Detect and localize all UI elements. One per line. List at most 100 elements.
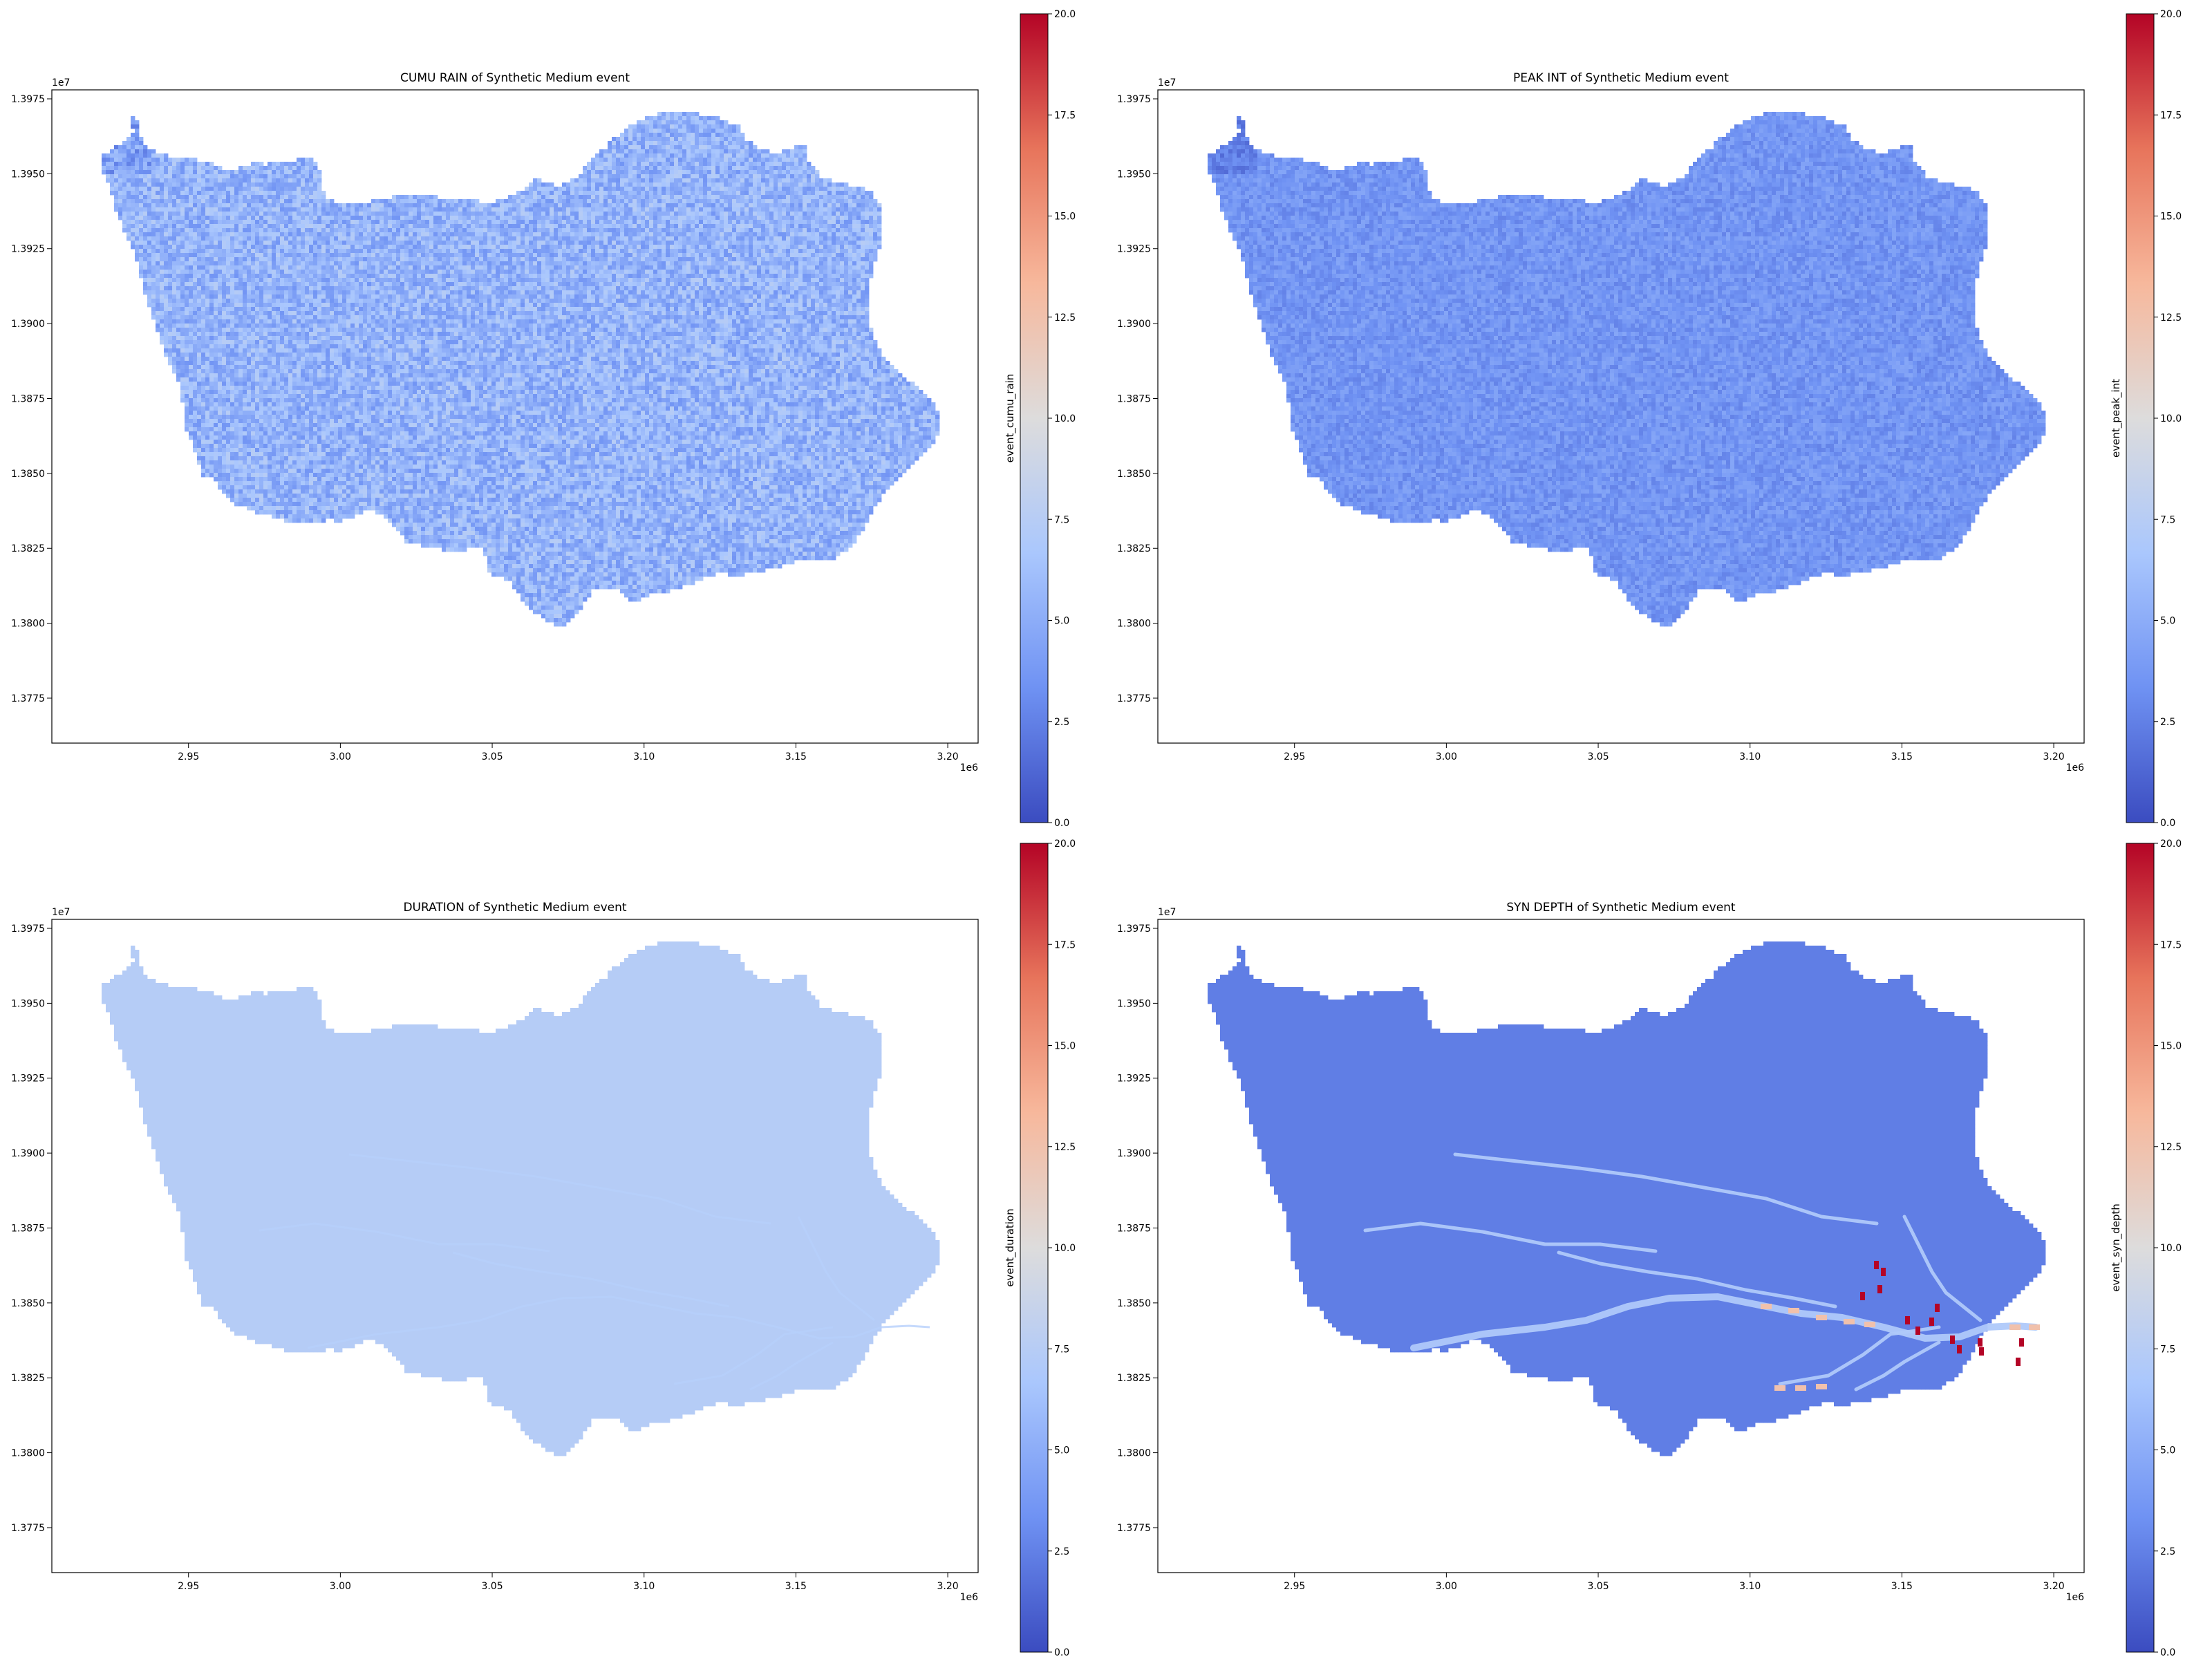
- raster-cell: [682, 261, 686, 265]
- raster-cell: [409, 257, 413, 261]
- raster-cell: [699, 124, 703, 129]
- raster-cell: [438, 249, 442, 253]
- raster-cell: [682, 212, 686, 216]
- raster-cell: [180, 220, 185, 224]
- raster-cell: [475, 203, 479, 207]
- raster-cell: [263, 182, 268, 187]
- raster-cell: [570, 232, 574, 236]
- raster-cell: [736, 236, 740, 241]
- raster-cell: [355, 249, 359, 253]
- raster-cell: [832, 228, 836, 232]
- raster-cell: [794, 162, 798, 166]
- raster-cell: [454, 249, 458, 253]
- raster-cell: [516, 216, 521, 220]
- raster-cell: [305, 265, 309, 270]
- raster-cell: [827, 187, 832, 191]
- raster-cell: [276, 265, 280, 270]
- raster-cell: [371, 236, 375, 241]
- raster-cell: [562, 228, 566, 232]
- raster-cell: [201, 253, 205, 257]
- raster-cell: [657, 236, 662, 241]
- raster-cell: [691, 166, 695, 170]
- raster-cell: [856, 220, 861, 224]
- raster-cell: [230, 261, 234, 265]
- raster-cell: [251, 191, 255, 195]
- raster-cell: [226, 199, 230, 203]
- raster-cell: [699, 241, 703, 245]
- raster-cell: [193, 245, 197, 249]
- raster-cell: [218, 187, 222, 191]
- raster-cell: [122, 170, 126, 174]
- raster-cell: [268, 195, 272, 199]
- raster-cell: [674, 249, 678, 253]
- raster-cell: [110, 187, 114, 191]
- raster-cell: [413, 207, 417, 212]
- raster-cell: [686, 199, 691, 203]
- raster-cell: [467, 270, 471, 274]
- raster-cell: [160, 241, 164, 245]
- raster-cell: [666, 112, 670, 116]
- raster-cell: [400, 224, 404, 228]
- raster-cell: [612, 228, 616, 232]
- raster-cell: [869, 199, 873, 203]
- raster-cell: [653, 245, 657, 249]
- raster-cell: [396, 265, 400, 270]
- raster-cell: [342, 257, 346, 261]
- raster-cell: [504, 245, 508, 249]
- raster-cell: [442, 257, 446, 261]
- raster-cell: [591, 187, 595, 191]
- raster-cell: [371, 199, 375, 203]
- raster-cell: [114, 158, 118, 162]
- raster-cell: [201, 191, 205, 195]
- raster-cell: [707, 224, 711, 228]
- raster-cell: [550, 187, 554, 191]
- raster-cell: [151, 274, 156, 278]
- raster-cell: [126, 141, 131, 145]
- raster-cell: [670, 220, 674, 224]
- raster-cell: [852, 232, 856, 236]
- raster-cell: [720, 137, 724, 141]
- raster-cell: [471, 274, 475, 278]
- raster-cell: [151, 199, 156, 203]
- raster-cell: [176, 274, 180, 278]
- raster-cell: [554, 257, 558, 261]
- raster-cell: [247, 174, 251, 178]
- raster-cell: [624, 253, 628, 257]
- raster-cell: [815, 199, 819, 203]
- raster-cell: [122, 141, 126, 145]
- raster-cell: [139, 174, 143, 178]
- raster-cell: [670, 129, 674, 133]
- raster-cell: [736, 178, 740, 182]
- raster-cell: [877, 224, 881, 228]
- raster-cell: [185, 207, 189, 212]
- raster-cell: [404, 220, 409, 224]
- raster-cell: [778, 220, 782, 224]
- raster-cell: [288, 274, 292, 278]
- raster-cell: [131, 224, 135, 228]
- raster-cell: [587, 270, 591, 274]
- raster-cell: [533, 195, 537, 199]
- raster-cell: [757, 245, 761, 249]
- raster-cell: [297, 228, 301, 232]
- raster-cell: [160, 191, 164, 195]
- raster-cell: [778, 203, 782, 207]
- raster-cell: [728, 241, 732, 245]
- raster-cell: [865, 257, 869, 261]
- raster-cell: [172, 265, 176, 270]
- raster-cell: [579, 253, 583, 257]
- raster-cell: [384, 241, 388, 245]
- raster-cell: [732, 145, 736, 149]
- raster-cell: [811, 270, 815, 274]
- raster-cell: [268, 166, 272, 170]
- raster-cell: [786, 245, 790, 249]
- raster-cell: [139, 216, 143, 220]
- raster-cell: [815, 265, 819, 270]
- raster-cell: [313, 203, 317, 207]
- raster-cell: [226, 249, 230, 253]
- raster-cell: [840, 212, 844, 216]
- raster-cell: [774, 182, 778, 187]
- raster-cell: [176, 158, 180, 162]
- raster-cell: [151, 220, 156, 224]
- raster-cell: [118, 203, 122, 207]
- raster-cell: [297, 195, 301, 199]
